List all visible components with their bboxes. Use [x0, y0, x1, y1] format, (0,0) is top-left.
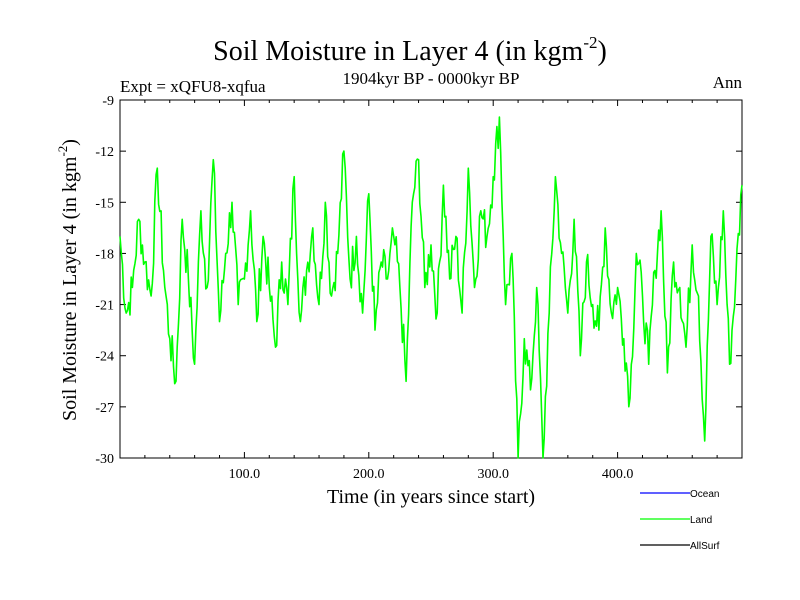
y-tick-label: -27 [95, 401, 114, 416]
x-axis-label: Time (in years since start) [327, 486, 535, 508]
y-tick-label: -18 [95, 247, 114, 262]
legend: Ocean Land AllSurf [640, 489, 720, 552]
legend-label-allsurf: AllSurf [690, 541, 720, 552]
x-tick-label: 400.0 [602, 467, 634, 482]
legend-label-land: Land [690, 515, 712, 526]
season-label: Ann [713, 73, 743, 92]
y-tick-label: -15 [95, 196, 114, 211]
y-tick-label: -9 [102, 94, 114, 109]
y-axis-label: Soil Moisture in Layer 4 (in kgm-2) [55, 139, 81, 421]
y-tick-label: -12 [95, 145, 114, 160]
time-range-label: 1904kyr BP - 0000kyr BP [343, 69, 520, 88]
y-axis-label-close: ) [59, 139, 81, 146]
x-tick-label: 300.0 [477, 467, 509, 482]
y-tick-label: -30 [95, 452, 114, 467]
x-tick-label: 200.0 [353, 467, 385, 482]
experiment-label: Expt = xQFU8-xqfua [120, 77, 266, 96]
x-axis: 100.0 200.0 300.0 400.0 [144, 100, 718, 482]
land-series-line [119, 116, 743, 459]
chart-title-sup: -2 [583, 33, 597, 52]
y-axis-label-sup: -2 [55, 146, 70, 157]
plot-frame [119, 99, 743, 459]
y-tick-label: -21 [95, 299, 114, 314]
y-axis: -9 -12 -15 -18 -21 -24 -27 -30 [95, 94, 742, 467]
legend-label-ocean: Ocean [690, 489, 719, 500]
x-tick-label: 100.0 [229, 467, 261, 482]
chart-title-close: ) [598, 36, 607, 67]
y-tick-label: -24 [95, 350, 114, 365]
chart-title: Soil Moisture in Layer 4 (in kgm-2) [213, 33, 607, 67]
